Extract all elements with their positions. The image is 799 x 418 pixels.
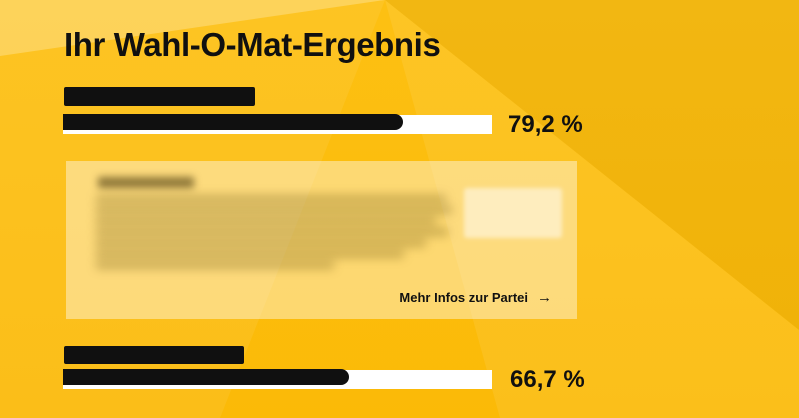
redacted-party-name — [64, 87, 255, 106]
redacted-text-line — [96, 250, 404, 258]
redacted-text-line — [96, 206, 452, 214]
party-info-card: Mehr Infos zur Partei → — [66, 161, 577, 319]
redacted-text-line — [96, 261, 334, 269]
arrow-right-icon: → — [537, 289, 552, 306]
redacted-party-name — [64, 346, 244, 364]
redacted-text-line — [96, 239, 426, 247]
more-party-info-label: Mehr Infos zur Partei — [399, 290, 528, 305]
result-percentage: 79,2 % — [508, 111, 583, 138]
redacted-card-heading — [98, 177, 194, 188]
result-percentage: 66,7 % — [510, 366, 585, 393]
more-party-info-link[interactable]: Mehr Infos zur Partei → — [399, 290, 552, 305]
redacted-card-paragraph — [96, 195, 456, 272]
redacted-text-line — [96, 195, 446, 203]
redacted-text-line — [96, 217, 436, 225]
result-bar-fill — [63, 114, 403, 130]
result-bar-track — [63, 369, 492, 389]
result-bar-fill — [63, 369, 350, 385]
redacted-text-line — [96, 228, 448, 236]
page-title: Ihr Wahl-O-Mat-Ergebnis — [64, 26, 441, 63]
result-bar-track — [63, 114, 492, 134]
party-logo-placeholder — [464, 188, 562, 238]
